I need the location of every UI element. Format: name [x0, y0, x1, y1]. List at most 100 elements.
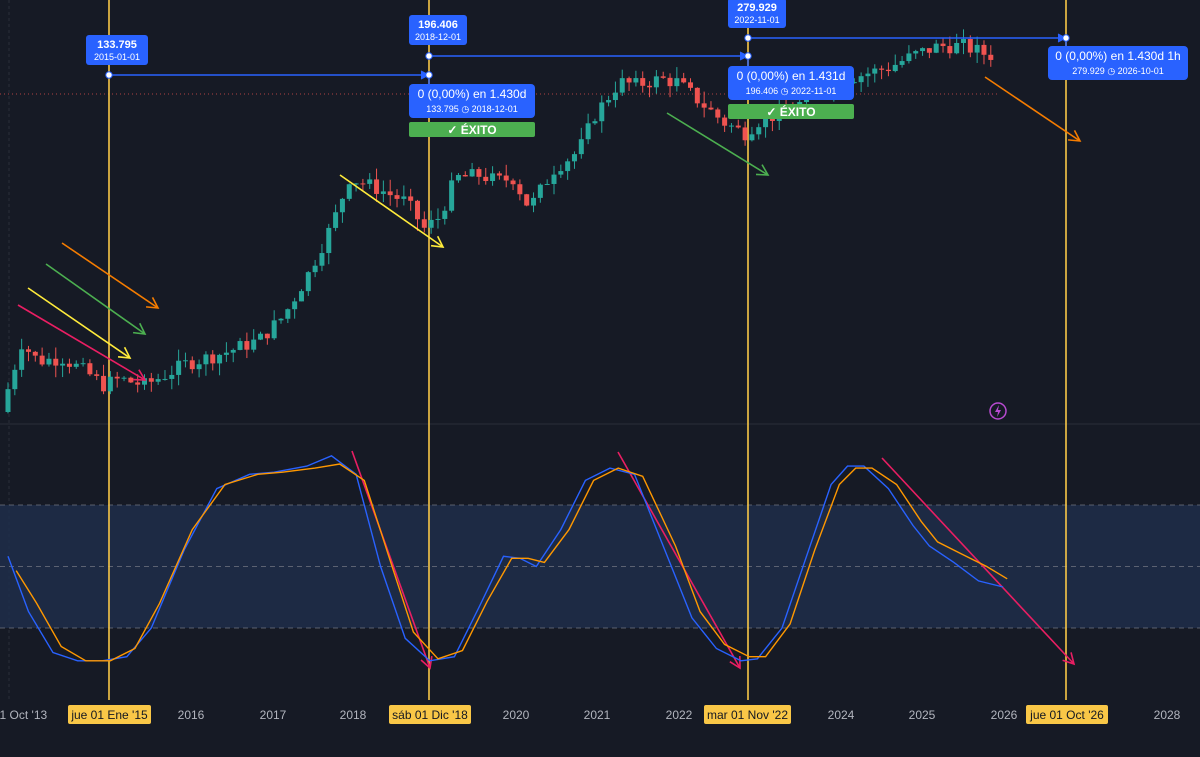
- candle-body[interactable]: [25, 349, 31, 352]
- candle-body[interactable]: [899, 61, 905, 65]
- candle-body[interactable]: [189, 360, 195, 370]
- measure-anchor-end[interactable]: [1062, 34, 1070, 42]
- candle-body[interactable]: [196, 364, 202, 370]
- candle-body[interactable]: [39, 355, 45, 365]
- candle-body[interactable]: [271, 320, 277, 339]
- candle-body[interactable]: [455, 175, 461, 181]
- candle-body[interactable]: [360, 183, 366, 185]
- candle-body[interactable]: [701, 103, 707, 108]
- candle-body[interactable]: [940, 43, 946, 47]
- candle-body[interactable]: [531, 197, 537, 206]
- candle-body[interactable]: [176, 360, 182, 375]
- candle-body[interactable]: [674, 78, 680, 87]
- candle-body[interactable]: [380, 191, 386, 194]
- candle-body[interactable]: [148, 378, 154, 382]
- candle-body[interactable]: [353, 183, 359, 185]
- candle-body[interactable]: [421, 219, 427, 228]
- candle-body[interactable]: [688, 82, 693, 88]
- candle-body[interactable]: [681, 78, 687, 83]
- candle-body[interactable]: [333, 212, 339, 228]
- candle-body[interactable]: [244, 341, 250, 350]
- candle-body[interactable]: [285, 309, 291, 319]
- candle-body[interactable]: [640, 78, 646, 86]
- candle-body[interactable]: [885, 69, 891, 72]
- candle-body[interactable]: [879, 68, 885, 70]
- candle-body[interactable]: [967, 39, 973, 53]
- arrow-pink-2014[interactable]: [17, 304, 146, 381]
- candle-body[interactable]: [653, 76, 659, 88]
- candle-body[interactable]: [305, 272, 311, 292]
- candle-body[interactable]: [408, 196, 414, 201]
- candle-body[interactable]: [203, 354, 209, 365]
- candle-body[interactable]: [32, 351, 38, 356]
- candle-body[interactable]: [592, 121, 598, 124]
- candle-body[interactable]: [667, 77, 673, 87]
- candle-body[interactable]: [571, 154, 577, 162]
- measure-result-3[interactable]: 0 (0,00%) en 1.430d 1h 279.929 ◷ 2026-10-…: [1048, 46, 1188, 80]
- candle-body[interactable]: [585, 123, 591, 140]
- candle-body[interactable]: [865, 73, 871, 77]
- candle-body[interactable]: [544, 183, 550, 185]
- candle-body[interactable]: [933, 43, 939, 53]
- candle-body[interactable]: [981, 44, 987, 55]
- candle-body[interactable]: [756, 127, 762, 135]
- candle-body[interactable]: [182, 360, 188, 362]
- candle-body[interactable]: [339, 198, 345, 213]
- candle-body[interactable]: [101, 375, 107, 392]
- candle-body[interactable]: [387, 191, 393, 196]
- arrow-green-2014[interactable]: [45, 263, 146, 335]
- candle-body[interactable]: [715, 109, 721, 118]
- candle-body[interactable]: [612, 92, 618, 101]
- candle-body[interactable]: [298, 291, 304, 302]
- candle-body[interactable]: [599, 102, 605, 122]
- candle-body[interactable]: [619, 78, 625, 93]
- candle-body[interactable]: [135, 382, 141, 385]
- candle-body[interactable]: [947, 46, 953, 54]
- candle-body[interactable]: [5, 389, 11, 412]
- candle-body[interactable]: [517, 184, 523, 195]
- candle-body[interactable]: [503, 175, 509, 181]
- candle-body[interactable]: [749, 134, 755, 141]
- candle-body[interactable]: [926, 48, 932, 53]
- candle-body[interactable]: [449, 180, 455, 211]
- candle-body[interactable]: [435, 218, 441, 220]
- candle-body[interactable]: [483, 176, 489, 182]
- candle-body[interactable]: [906, 53, 912, 62]
- candle-body[interactable]: [763, 115, 769, 128]
- trend-arrows[interactable]: [17, 76, 1082, 670]
- candle-body[interactable]: [223, 352, 229, 355]
- candle-body[interactable]: [490, 173, 496, 182]
- candle-body[interactable]: [121, 377, 127, 379]
- candle-body[interactable]: [728, 125, 734, 127]
- candle-body[interactable]: [367, 179, 373, 184]
- candle-body[interactable]: [442, 210, 448, 219]
- candle-body[interactable]: [537, 184, 543, 198]
- candle-body[interactable]: [319, 253, 325, 266]
- candle-body[interactable]: [258, 333, 264, 340]
- candle-body[interactable]: [954, 42, 960, 54]
- candle-body[interactable]: [722, 117, 728, 126]
- measure-anchor-start[interactable]: [425, 52, 433, 60]
- measure-anchor-end[interactable]: [744, 52, 752, 60]
- arrow-orange-2014[interactable]: [61, 242, 159, 309]
- measure-result-2[interactable]: 0 (0,00%) en 1.431d 196.406 ◷ 2022-11-01 ✓…: [728, 66, 854, 119]
- candle-body[interactable]: [469, 169, 475, 177]
- candle-body[interactable]: [961, 39, 966, 43]
- candle-body[interactable]: [210, 354, 216, 364]
- arrow-orange-2026[interactable]: [984, 76, 1081, 142]
- candle-body[interactable]: [292, 301, 298, 310]
- candle-body[interactable]: [708, 107, 714, 110]
- candle-body[interactable]: [694, 87, 700, 104]
- candle-body[interactable]: [558, 171, 564, 175]
- candle-body[interactable]: [278, 318, 284, 321]
- candle-body[interactable]: [374, 179, 380, 194]
- measure-anchor-start[interactable]: [744, 34, 752, 42]
- candle-body[interactable]: [606, 100, 612, 103]
- candle-body[interactable]: [394, 195, 400, 199]
- measure-anchor-end[interactable]: [425, 71, 433, 79]
- candle-body[interactable]: [19, 349, 25, 370]
